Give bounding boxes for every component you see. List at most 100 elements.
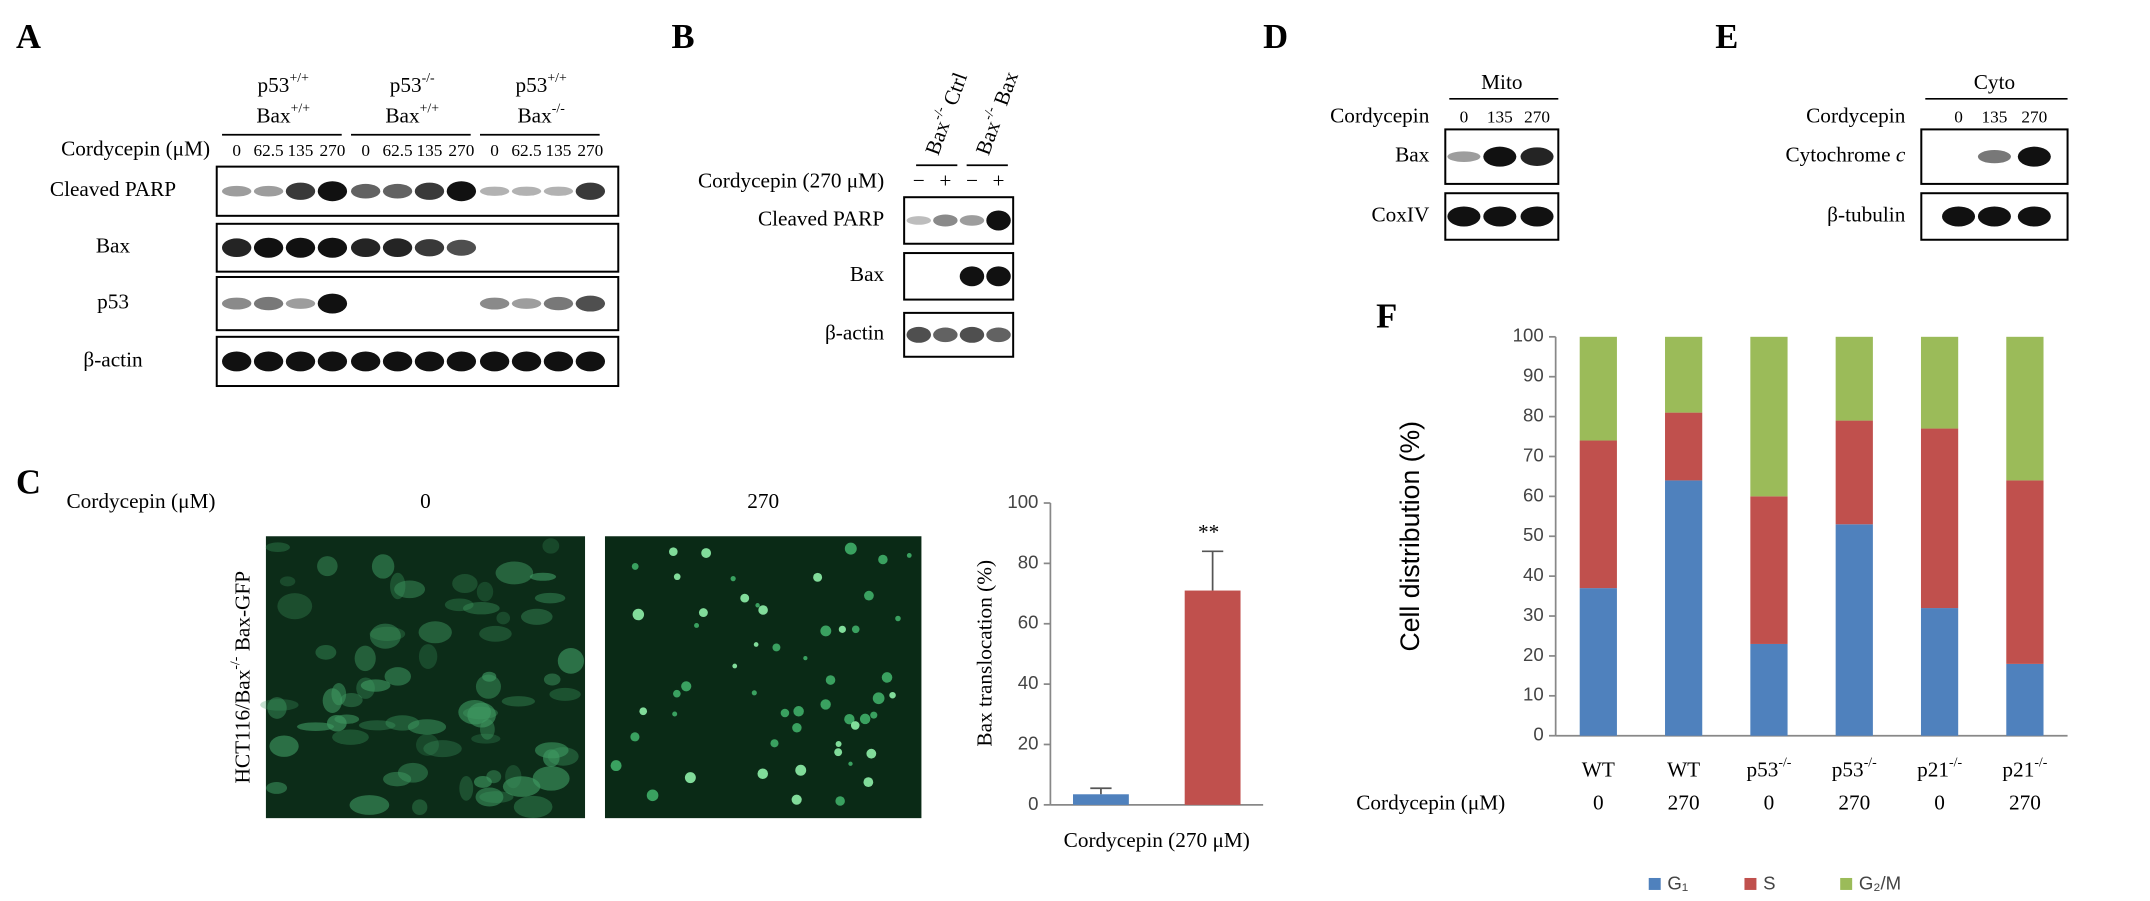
band bbox=[221, 351, 252, 372]
cell bbox=[684, 772, 696, 784]
panel-label: E bbox=[1715, 18, 1738, 56]
bar-segment bbox=[2006, 663, 2044, 736]
y-tick-label: 10 bbox=[1523, 684, 1544, 705]
cell bbox=[349, 795, 390, 815]
x-tick-label-part: p53 bbox=[1832, 757, 1864, 781]
y-tick-label: 20 bbox=[1523, 644, 1544, 665]
y-tick-label: 60 bbox=[1523, 484, 1544, 505]
x-tick-label-part: p21 bbox=[1917, 757, 1949, 781]
cell bbox=[906, 553, 912, 558]
panel-label: A bbox=[16, 18, 41, 56]
cell bbox=[755, 603, 760, 608]
band bbox=[253, 237, 284, 258]
cell bbox=[632, 608, 645, 621]
cell bbox=[772, 643, 781, 652]
row-label: Bax bbox=[96, 234, 131, 258]
cell bbox=[423, 740, 462, 758]
x-tick-label: p21-/- bbox=[2002, 755, 2047, 782]
cell bbox=[850, 721, 860, 730]
group-label-part: -/- bbox=[552, 101, 565, 116]
bar-segment bbox=[1920, 336, 1959, 429]
band bbox=[933, 214, 958, 227]
group-label-part: p53 bbox=[258, 73, 290, 97]
dose-label: 135 bbox=[545, 141, 571, 160]
group-label-part: -/- bbox=[929, 104, 948, 122]
panel-label: D bbox=[1263, 18, 1288, 56]
cell bbox=[534, 592, 566, 604]
band bbox=[1977, 206, 2011, 227]
bar-segment bbox=[1750, 496, 1788, 644]
x-tick-label: WT bbox=[1582, 757, 1615, 781]
cell bbox=[296, 722, 335, 731]
cell bbox=[279, 576, 296, 587]
dose-label: 62.5 bbox=[511, 141, 541, 160]
y-tick-label: 0 bbox=[1028, 793, 1038, 814]
band bbox=[414, 182, 445, 200]
micrograph-label-part: HCT116/Bax bbox=[231, 669, 255, 783]
cell bbox=[383, 771, 412, 787]
band bbox=[253, 296, 284, 311]
panel-label: B bbox=[671, 18, 694, 56]
band bbox=[414, 351, 445, 372]
cell bbox=[260, 699, 299, 711]
dose-label: 0 bbox=[232, 141, 241, 160]
band bbox=[511, 186, 542, 196]
bar-segment bbox=[2006, 336, 2044, 481]
band bbox=[986, 327, 1011, 343]
dose-label: 270 bbox=[1668, 791, 1700, 815]
cell bbox=[476, 581, 494, 602]
band bbox=[253, 185, 284, 197]
cell bbox=[277, 593, 313, 620]
band bbox=[317, 181, 348, 202]
band bbox=[285, 237, 316, 258]
cell bbox=[866, 748, 877, 759]
band bbox=[959, 266, 985, 287]
dose-label: 270 bbox=[747, 489, 779, 513]
fraction-label: Cyto bbox=[1974, 70, 2015, 94]
band bbox=[2017, 146, 2051, 167]
legend-label: G₂/M bbox=[1859, 873, 1901, 894]
group-label: p53-/- bbox=[390, 70, 435, 97]
dose-label: 62.5 bbox=[382, 141, 412, 160]
legend-swatch bbox=[1744, 877, 1757, 890]
x-axis-label: Cordycepin (270 μM) bbox=[1064, 828, 1250, 852]
cell bbox=[792, 723, 802, 733]
sign-label: + bbox=[939, 168, 951, 192]
band bbox=[575, 351, 606, 372]
band bbox=[986, 210, 1011, 231]
cell bbox=[542, 538, 560, 554]
band bbox=[253, 351, 284, 372]
micrograph bbox=[265, 536, 586, 819]
cell bbox=[317, 556, 338, 577]
dose-label: 270 bbox=[1524, 108, 1550, 127]
legend-swatch bbox=[1840, 877, 1853, 890]
bar-segment bbox=[1835, 420, 1873, 525]
dose-label: 62.5 bbox=[253, 141, 283, 160]
bar-segment bbox=[1665, 412, 1703, 481]
row-label: Bax bbox=[850, 262, 885, 286]
band bbox=[2017, 206, 2051, 227]
cell bbox=[473, 775, 492, 788]
cell bbox=[543, 673, 561, 686]
band bbox=[543, 186, 574, 196]
x-tick-label: p21-/- bbox=[1917, 755, 1962, 782]
fraction-label: Mito bbox=[1481, 70, 1522, 94]
dose-label: 135 bbox=[417, 141, 443, 160]
cell bbox=[266, 782, 288, 794]
bar-segment bbox=[1920, 428, 1959, 609]
group-label: Bax-/-Ctrl bbox=[918, 68, 972, 158]
band bbox=[479, 297, 510, 310]
cell bbox=[475, 674, 501, 699]
cell bbox=[825, 675, 836, 685]
band bbox=[285, 351, 316, 372]
band bbox=[543, 296, 574, 311]
cell bbox=[730, 576, 736, 582]
band bbox=[446, 181, 477, 202]
cell bbox=[534, 742, 569, 759]
band bbox=[511, 298, 542, 309]
group-label: Bax+/+ bbox=[385, 101, 439, 128]
cell bbox=[863, 777, 874, 788]
x-tick-label: p53-/- bbox=[1746, 755, 1791, 782]
cell bbox=[694, 622, 700, 628]
group-label-part: Ctrl bbox=[938, 69, 972, 108]
